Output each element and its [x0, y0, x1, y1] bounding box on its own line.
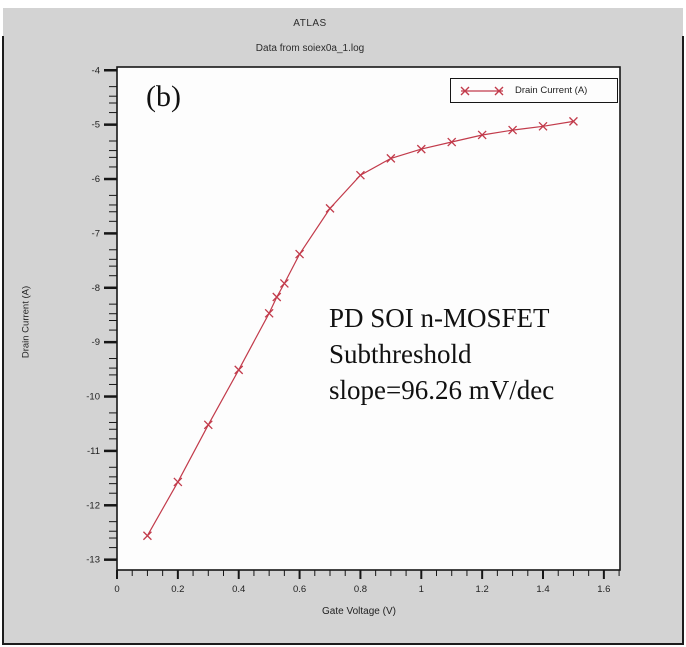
y-axis-title: Drain Current (A)	[20, 285, 32, 359]
x-tick-label: 1.6	[597, 584, 610, 595]
y-tick-label: -9	[92, 337, 100, 348]
annotation-line-2: Subthreshold	[329, 339, 472, 369]
data-point-marker	[295, 249, 305, 259]
figure-border-left	[2, 36, 4, 644]
annotation-line-3: slope=96.26 mV/dec	[329, 375, 555, 405]
figure-border-bottom	[2, 643, 684, 645]
plot-frame	[116, 66, 621, 571]
x-axis-title: Gate Voltage (V)	[322, 606, 396, 617]
figure-border-right	[682, 36, 684, 644]
legend-label: Drain Current (A)	[515, 85, 588, 96]
x-tick-label: 0.6	[293, 584, 306, 595]
x-cross-marker-icon	[460, 86, 504, 95]
annotation-line-1: PD SOI n-MOSFET	[329, 303, 550, 333]
legend: Drain Current (A)	[450, 78, 618, 103]
plot-area	[117, 67, 620, 570]
data-point-marker	[325, 203, 335, 213]
x-tick-label: 0.2	[171, 584, 184, 595]
data-point-marker	[279, 278, 289, 288]
data-point-marker	[508, 125, 518, 135]
y-tick-label: -10	[86, 392, 100, 403]
plot-title: ATLAS	[293, 18, 327, 29]
y-tick-label: -6	[92, 174, 100, 185]
y-tick-label: -11	[87, 446, 100, 457]
x-tick-label: 0.4	[232, 584, 245, 595]
x-tick-label: 0.8	[354, 584, 367, 595]
data-point-marker	[355, 170, 365, 180]
x-tick-label: 0	[114, 584, 119, 595]
y-tick-label: -5	[92, 120, 100, 131]
subfigure-label: (b)	[146, 80, 181, 113]
data-point-marker	[264, 308, 274, 318]
x-tick-label: 1.2	[476, 584, 489, 595]
data-point-marker	[568, 116, 578, 126]
data-point-marker	[416, 144, 426, 154]
x-tick-label: 1	[419, 584, 424, 595]
data-point-marker	[173, 477, 183, 487]
data-point-marker	[447, 137, 457, 147]
y-tick-label: -8	[92, 283, 100, 294]
data-point-marker	[203, 420, 213, 430]
y-tick-label: -13	[86, 555, 100, 566]
data-point-marker	[272, 292, 282, 302]
y-tick-label: -4	[92, 65, 100, 76]
data-point-marker	[234, 365, 244, 375]
x-tick-label: 1.4	[536, 584, 549, 595]
y-tick-label: -7	[92, 228, 100, 239]
plot-subtitle: Data from soiex0a_1.log	[255, 43, 365, 54]
data-point-marker	[538, 121, 548, 131]
annotation-block: PD SOI n-MOSFET Subthreshold slope=96.26…	[329, 300, 554, 408]
data-point-marker	[142, 531, 152, 541]
data-point-marker	[477, 130, 487, 140]
data-point-marker	[386, 153, 396, 163]
y-tick-label: -12	[86, 500, 100, 511]
